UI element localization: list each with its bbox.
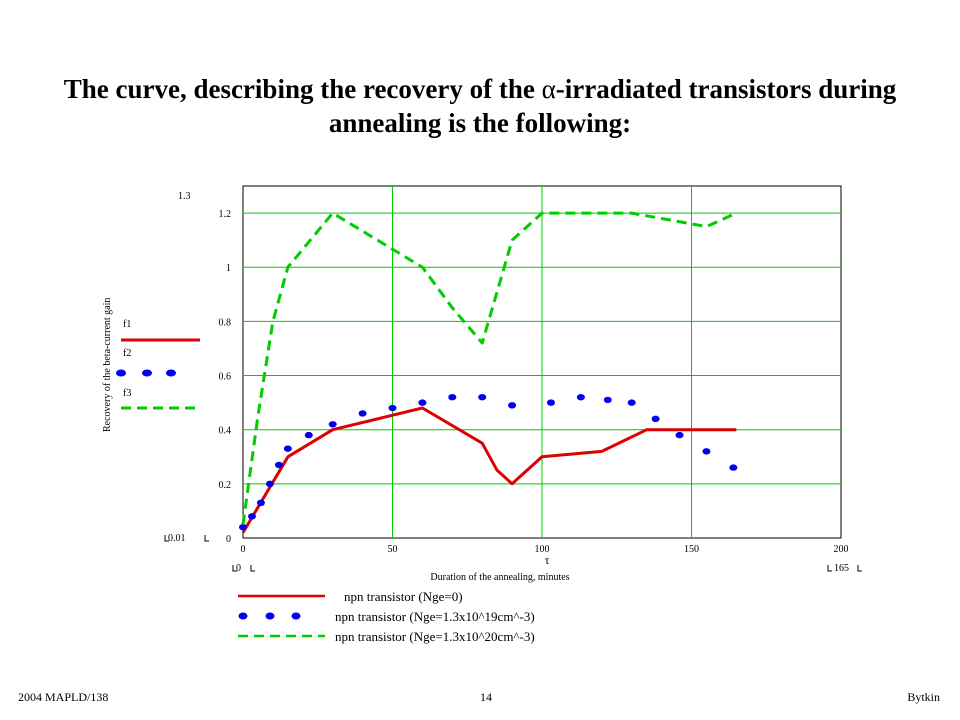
slide-title: The curve, describing the recovery of th… [40, 72, 920, 140]
x-axis-title: Duration of the annealing, minutes [430, 572, 569, 583]
trace-label: f2 [123, 348, 131, 359]
x-tick-label: 100 [535, 544, 550, 555]
y-tick-label: 1 [226, 263, 231, 274]
legend-sample-2-dot [265, 612, 275, 620]
legend-label-2: npn transistor (Nge=1.3x10^19cm^-3) [335, 609, 535, 624]
x-range-min-label: 0 [236, 563, 241, 574]
range-bracket [164, 535, 169, 542]
y-tick-label: 0 [226, 534, 231, 545]
title-text-2: -irradiated transistors during annealing… [328, 74, 897, 138]
x-tick-label: 0 [241, 544, 246, 555]
series-2-point [304, 431, 313, 439]
series-2-point [247, 513, 256, 520]
legend-label-3: npn transistor (Nge=1.3x10^20cm^-3) [335, 629, 535, 644]
x-tick-label: 150 [684, 544, 699, 555]
series-2-point [265, 480, 274, 488]
series-2-point [546, 399, 555, 406]
legend-label-1: npn transistor (Nge=0) [344, 589, 463, 604]
series-2-point [274, 461, 283, 469]
series-2-point [675, 431, 684, 439]
title-text-1: The curve, describing the recovery of th… [63, 74, 542, 104]
title-alpha: α [541, 74, 556, 104]
range-bracket [250, 565, 255, 572]
x-variable-label: τ [545, 553, 550, 567]
y-tick-label: 0.4 [219, 426, 232, 437]
series-2-point [576, 394, 585, 401]
trace-sample-f2-dot [142, 369, 152, 377]
series-2-point [283, 445, 292, 452]
range-bracket [204, 535, 209, 542]
series-2-point [603, 396, 612, 404]
x-tick-label: 50 [388, 544, 398, 555]
series-2-point [239, 523, 247, 531]
series-1-line [241, 406, 737, 534]
x-range-max-label: 165 [834, 563, 849, 574]
y-tick-label: 0.8 [219, 317, 232, 328]
trace-sample-f2-dot [116, 369, 126, 377]
x-tick-label: 200 [834, 544, 849, 555]
trace-label: f1 [123, 319, 131, 330]
series-2-point [478, 394, 487, 401]
series-2-point [729, 464, 738, 471]
y-range-max-label: 1.3 [178, 191, 191, 202]
series-2-point [418, 399, 427, 406]
footer-author: Bytkin [907, 690, 940, 704]
footer-left: 2004 MAPLD/138 [18, 690, 109, 704]
series-2-point [328, 421, 337, 428]
y-tick-label: 0.6 [219, 372, 232, 383]
series-2-point [508, 402, 517, 409]
series-2-point [627, 399, 636, 406]
y-range-min-label: 0.01 [168, 533, 186, 544]
series-2-point [702, 448, 711, 455]
y-axis-title: Recovery of the beta-current gain [102, 298, 113, 432]
trace-label: f3 [123, 388, 131, 399]
series-2-point [358, 410, 367, 417]
legend-sample-2-dot [238, 612, 248, 620]
series-2-point [448, 394, 457, 401]
series-2-point [651, 415, 660, 423]
trace-sample-f2-dot [166, 369, 176, 377]
range-bracket [232, 565, 237, 572]
range-bracket [857, 565, 862, 572]
footer-page-number: 14 [480, 690, 492, 704]
series-2-point [388, 404, 397, 412]
series-2-point [256, 499, 265, 506]
series-3-line [241, 211, 737, 525]
y-tick-label: 0.2 [219, 480, 232, 491]
range-bracket [827, 565, 832, 572]
legend-sample-2-dot [291, 612, 301, 620]
y-tick-label: 1.2 [219, 209, 232, 220]
